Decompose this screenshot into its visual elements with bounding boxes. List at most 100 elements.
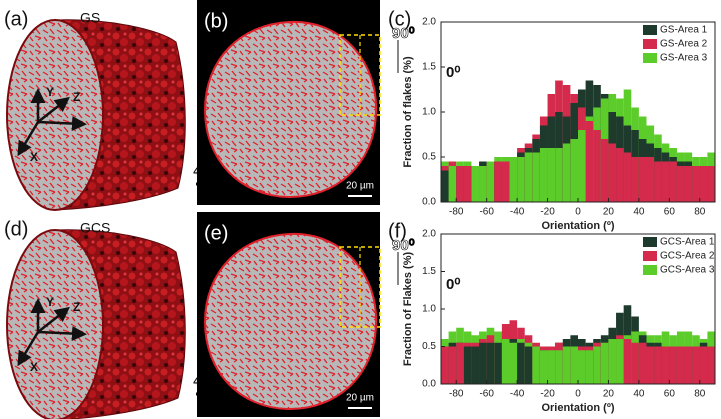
bar [532,346,540,384]
legend-label: GCS-Area 2 [660,251,715,262]
bar [638,157,647,202]
x-tick-label: 0 [575,389,581,400]
bar [494,342,502,384]
legend-label: GCS-Area 1 [660,237,715,248]
bar [562,143,571,202]
legend-swatch [643,251,657,261]
x-axis-label: Orientation (º) [541,220,614,232]
y-axis-label: Fraction of flakes (%) [402,56,414,168]
axis-arrow [37,326,87,342]
bar [684,166,693,202]
axis-label: Y [46,295,54,309]
axis-label: X [30,360,38,374]
bar [646,346,655,384]
bar [448,346,457,384]
legend-swatch [643,53,657,63]
scale-label: 20 µm [346,181,374,192]
x-tick-label: 20 [603,389,615,400]
panel-label: (e) [204,222,228,244]
bar [471,346,480,384]
bar [547,148,556,202]
bar [532,152,540,202]
panel-label: (f) [388,220,407,242]
y-tick-label: 1.5 [422,62,436,73]
x-tick-label: 0 [575,207,581,218]
axis-arrow [17,331,40,367]
bar [463,166,472,202]
legend-label: GS-Area 2 [660,39,708,50]
bar [547,350,556,384]
x-axis-label: Orientation (º) [541,402,614,414]
bar [699,346,708,384]
scale-label: 20 µm [346,393,374,404]
legend-swatch [643,39,657,49]
bar [646,157,655,202]
bar [501,161,510,202]
bar [479,342,487,384]
bar [555,350,563,384]
direction-label: 90⁰ [392,237,415,254]
bar [600,139,609,202]
axis-label: Y [46,85,54,99]
sample-name: GS [80,10,100,26]
y-tick-label: 1.0 [422,304,436,315]
bar [669,346,677,384]
bar [456,342,464,384]
bar [654,161,662,202]
bar [623,339,632,384]
bar [441,170,449,202]
bar [524,346,533,384]
slice [203,20,378,199]
x-tick-label: 40 [633,389,645,400]
bar [463,346,472,384]
cross-section [6,229,104,419]
bar [471,166,480,202]
x-tick-label: -60 [479,389,494,400]
x-tick-label: 80 [694,389,706,400]
bar [593,130,601,202]
x-tick-label: -40 [510,207,525,218]
bar [616,148,624,202]
y-tick-label: 0.0 [422,379,436,390]
bar [608,143,617,202]
bar [684,346,693,384]
bar [608,339,617,384]
y-axis-label: Fraction of Flakes (%) [402,252,414,367]
bar [631,157,639,202]
axis-arrow [17,121,40,157]
y-tick-label: 0.5 [422,152,436,163]
bar [441,346,449,384]
legend-swatch [643,237,657,247]
x-tick-label: 40 [633,207,645,218]
bar [486,342,495,384]
bar [631,342,639,384]
slice [203,232,378,411]
x-tick-label: -20 [540,389,555,400]
x-tick-label: -40 [510,389,525,400]
bar [638,342,647,384]
bar [600,342,609,384]
bar [669,161,677,202]
bar [692,346,700,384]
bar [699,166,708,202]
bar [509,342,518,384]
bar [555,148,563,202]
bar [654,346,662,384]
panel-label: (b) [204,10,228,32]
bar [456,166,464,202]
axis-label: X [30,150,38,164]
bar [517,342,525,384]
y-tick-label: 0.0 [422,197,436,208]
bar [585,350,594,384]
bar [623,152,632,202]
direction-label: 90⁰ [392,25,415,42]
panel-label: (d) [4,218,28,240]
bar [661,346,670,384]
bar [570,139,578,202]
bar [616,339,624,384]
x-tick-label: 80 [694,207,706,218]
bar [539,148,548,202]
bar [692,166,700,202]
bar [578,350,586,384]
